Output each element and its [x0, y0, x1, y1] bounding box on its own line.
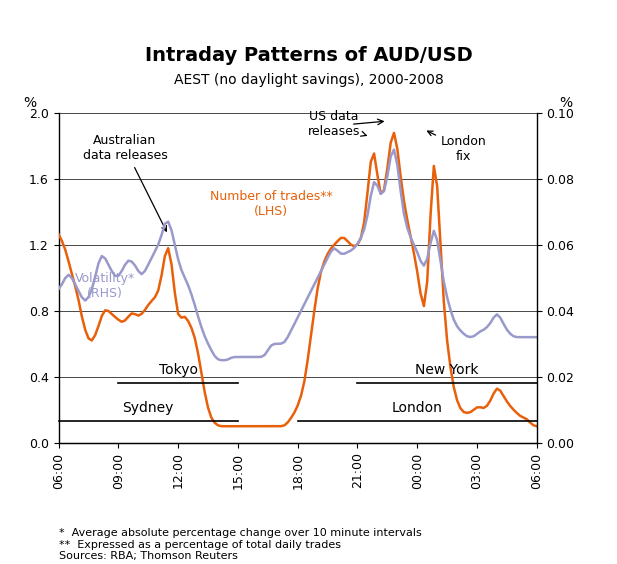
- Text: London
fix: London fix: [428, 131, 487, 163]
- Text: London: London: [392, 400, 442, 415]
- Text: Number of trades**
(LHS): Number of trades** (LHS): [210, 190, 333, 218]
- Text: Sydney: Sydney: [123, 400, 174, 415]
- Text: New York: New York: [415, 363, 479, 377]
- Text: AEST (no daylight savings), 2000-2008: AEST (no daylight savings), 2000-2008: [173, 73, 444, 87]
- Text: Australian
data releases: Australian data releases: [83, 134, 167, 231]
- Text: %: %: [23, 95, 36, 109]
- Text: Intraday Patterns of AUD/USD: Intraday Patterns of AUD/USD: [144, 46, 473, 65]
- Text: Tokyo: Tokyo: [159, 363, 197, 377]
- Text: Volatility*
(RHS): Volatility* (RHS): [75, 272, 135, 300]
- Text: %: %: [560, 95, 573, 109]
- Text: *  Average absolute percentage change over 10 minute intervals
**  Expressed as : * Average absolute percentage change ove…: [59, 528, 421, 561]
- Text: US data
releases: US data releases: [308, 111, 366, 138]
